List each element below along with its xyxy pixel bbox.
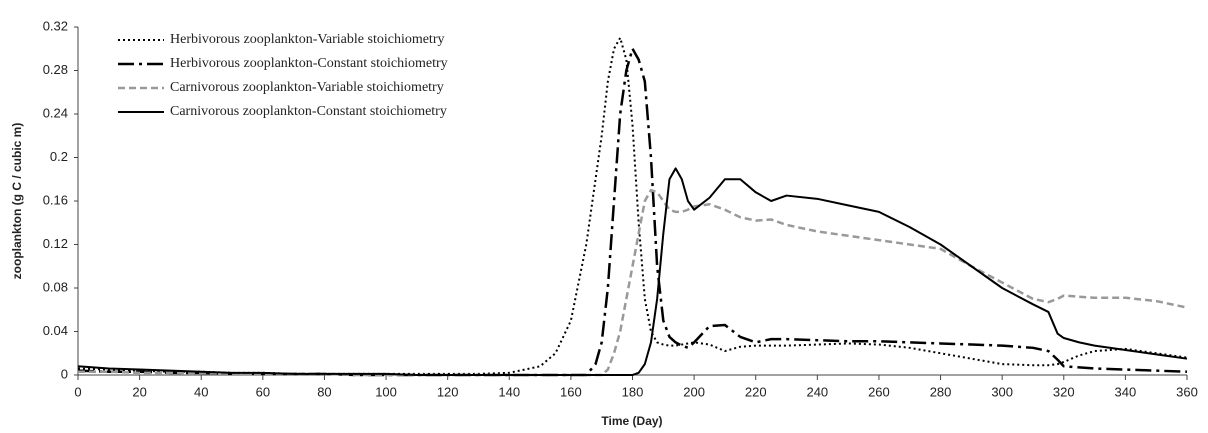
x-tick-label: 100 — [375, 384, 397, 399]
x-tick-label: 260 — [868, 384, 890, 399]
y-tick-label: 0.24 — [43, 105, 68, 120]
x-tick-label: 360 — [1176, 384, 1198, 399]
x-tick-label: 60 — [256, 384, 270, 399]
x-tick-label: 160 — [560, 384, 582, 399]
x-tick-label: 340 — [1115, 384, 1137, 399]
y-axis-title: zooplankton (g C / cubic m) — [10, 123, 24, 280]
series-line — [78, 188, 1188, 377]
series-line — [77, 47, 1188, 377]
y-tick-label: 0.08 — [43, 279, 68, 294]
x-tick-label: 140 — [498, 384, 520, 399]
y-tick-label: 0.28 — [43, 62, 68, 77]
legend-label: Carnivorous zooplankton-Constant stoichi… — [170, 104, 447, 119]
x-tick-label: 80 — [317, 384, 331, 399]
x-tick-label: 280 — [930, 384, 952, 399]
legend-label: Carnivorous zooplankton-Variable stoichi… — [170, 80, 444, 95]
x-tick-label: 20 — [132, 384, 146, 399]
legend-label: Herbivorous zooplankton-Variable stoichi… — [170, 32, 444, 47]
legend-label: Herbivorous zooplankton-Constant stoichi… — [170, 56, 448, 71]
y-tick-label: 0.32 — [43, 18, 68, 33]
x-tick-label: 220 — [745, 384, 767, 399]
x-tick-label: 0 — [74, 384, 81, 399]
y-tick-label: 0.2 — [50, 149, 68, 164]
x-axis-title: Time (Day) — [601, 414, 662, 428]
y-tick-label: 0.12 — [43, 236, 68, 251]
x-tick-label: 240 — [806, 384, 828, 399]
x-tick-label: 320 — [1053, 384, 1075, 399]
x-tick-label: 180 — [622, 384, 644, 399]
x-tick-label: 120 — [437, 384, 459, 399]
y-tick-label: 0.04 — [43, 323, 68, 338]
x-tick-label: 300 — [991, 384, 1013, 399]
x-tick-label: 40 — [194, 384, 208, 399]
y-tick-label: 0 — [61, 366, 68, 381]
series-line — [77, 167, 1188, 376]
y-tick-label: 0.16 — [43, 192, 68, 207]
x-tick-label: 200 — [683, 384, 705, 399]
